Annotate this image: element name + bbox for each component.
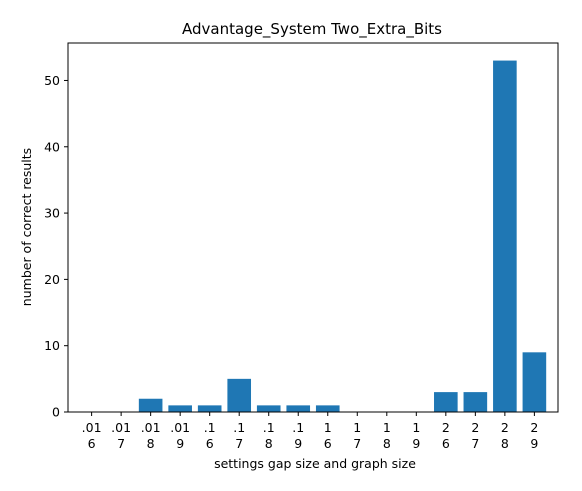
x-tick-label-size-11: 9 bbox=[412, 436, 420, 451]
x-tick-label-size-8: 6 bbox=[324, 436, 332, 451]
x-tick-label-size-1: 7 bbox=[117, 436, 125, 451]
bar-2-6 bbox=[434, 392, 458, 412]
bar-2-8 bbox=[493, 60, 517, 412]
x-tick-label-size-7: 9 bbox=[294, 436, 302, 451]
bar-2-7 bbox=[463, 392, 488, 412]
x-tick-label-gap-8: 1 bbox=[324, 420, 332, 435]
x-tick-label-size-4: 6 bbox=[206, 436, 214, 451]
x-tick-label-size-0: 6 bbox=[88, 436, 96, 451]
x-tick-label-size-5: 7 bbox=[235, 436, 243, 451]
y-axis-title: number of correct results bbox=[19, 148, 34, 306]
y-tick-label-10: 10 bbox=[44, 338, 60, 353]
x-tick-label-size-13: 7 bbox=[471, 436, 479, 451]
x-tick-label-size-9: 7 bbox=[353, 436, 361, 451]
y-tick-label-20: 20 bbox=[44, 272, 60, 287]
x-tick-label-gap-1: .01 bbox=[111, 420, 131, 435]
y-tick-label-40: 40 bbox=[44, 139, 60, 154]
bars-layer bbox=[138, 60, 547, 412]
bar-p1-9 bbox=[286, 405, 311, 412]
x-tick-label-gap-5: .1 bbox=[233, 420, 245, 435]
x-tick-label-size-10: 8 bbox=[383, 436, 391, 451]
bar-p1-6 bbox=[197, 405, 222, 412]
bar-p1-8 bbox=[256, 405, 281, 412]
x-tick-label-gap-11: 1 bbox=[412, 420, 420, 435]
x-tick-label-size-12: 6 bbox=[442, 436, 450, 451]
axes-layer: 01020304050.016.017.018.019.16.17.18.191… bbox=[44, 42, 559, 451]
chart-title: Advantage_System Two_Extra_Bits bbox=[182, 20, 442, 39]
x-tick-label-gap-7: .1 bbox=[292, 420, 304, 435]
x-tick-label-gap-15: 2 bbox=[530, 420, 538, 435]
y-tick-label-30: 30 bbox=[44, 206, 60, 221]
x-tick-label-size-15: 9 bbox=[530, 436, 538, 451]
x-tick-label-gap-4: .1 bbox=[204, 420, 216, 435]
x-tick-label-size-6: 8 bbox=[265, 436, 273, 451]
x-tick-label-gap-9: 1 bbox=[353, 420, 361, 435]
bar-p01-9 bbox=[168, 405, 192, 412]
bar-p1-7 bbox=[227, 378, 252, 412]
x-tick-label-size-2: 8 bbox=[147, 436, 155, 451]
x-tick-label-gap-10: 1 bbox=[383, 420, 391, 435]
x-tick-label-gap-3: .01 bbox=[170, 420, 190, 435]
y-tick-label-50: 50 bbox=[44, 73, 60, 88]
bar-2-9 bbox=[522, 352, 547, 412]
plot-frame bbox=[67, 42, 559, 413]
x-tick-label-gap-13: 2 bbox=[471, 420, 479, 435]
bar-1-6 bbox=[315, 405, 340, 412]
x-tick-label-gap-14: 2 bbox=[501, 420, 509, 435]
x-tick-label-size-3: 9 bbox=[176, 436, 184, 451]
x-tick-label-size-14: 8 bbox=[501, 436, 509, 451]
x-tick-label-gap-0: .01 bbox=[82, 420, 102, 435]
bar-p01-8 bbox=[138, 398, 163, 412]
x-tick-label-gap-12: 2 bbox=[442, 420, 450, 435]
x-axis-title: settings gap size and graph size bbox=[214, 456, 416, 471]
x-tick-label-gap-2: .01 bbox=[141, 420, 161, 435]
y-tick-label-0: 0 bbox=[52, 405, 60, 420]
x-tick-label-gap-6: .1 bbox=[263, 420, 275, 435]
